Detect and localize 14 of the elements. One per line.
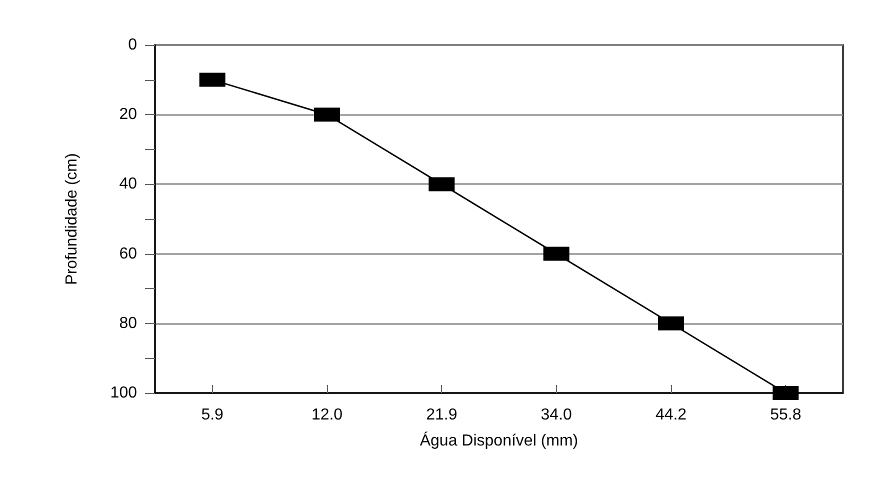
x-tick-label: 12.0 — [311, 406, 343, 424]
x-tick-label: 34.0 — [540, 406, 572, 424]
x-tick-label: 44.2 — [655, 406, 687, 424]
y-axis-title: Profundidade (cm) — [64, 153, 80, 285]
y-tick-label: 20 — [119, 106, 138, 124]
x-tick-label: 21.9 — [426, 406, 458, 424]
y-tick-label: 40 — [119, 176, 138, 193]
x-tick-label: 55.8 — [770, 406, 802, 424]
y-tick-label: 80 — [119, 314, 138, 332]
y-tick-label: 100 — [110, 384, 138, 402]
y-tick-label: 0 — [128, 36, 138, 54]
x-tick-label: 5.9 — [201, 406, 224, 424]
y-tick-label: 60 — [119, 245, 138, 262]
x-axis-title: Água Disponível (mm) — [420, 432, 578, 450]
